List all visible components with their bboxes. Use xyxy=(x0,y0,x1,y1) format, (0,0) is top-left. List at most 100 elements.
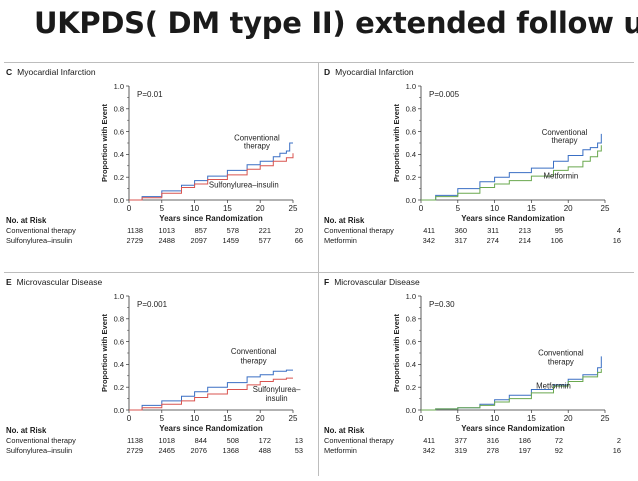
risk-table-header: No. at Risk xyxy=(6,426,47,435)
km-chart-f: 0.0 0.2 0.4 0.6 0.8 1.0 0 5 10 15 20 25 Years since … xyxy=(392,292,610,433)
risk-value: 508 xyxy=(226,436,239,445)
risk-value: 1138 xyxy=(127,226,143,235)
y-axis-label: Proportion with Event xyxy=(392,314,401,392)
y-tick-label: 0.4 xyxy=(406,150,416,159)
risk-value: 411 xyxy=(423,436,435,445)
panel-letter: E xyxy=(6,277,12,287)
y-tick-label: 0.6 xyxy=(114,337,124,346)
risk-value: 1138 xyxy=(127,436,143,445)
series-line xyxy=(129,142,293,201)
km-chart-d: 0.0 0.2 0.4 0.6 0.8 1.0 0 5 10 15 20 25 Years since … xyxy=(392,82,610,223)
x-tick-label: 0 xyxy=(127,204,132,213)
risk-value: 2 xyxy=(616,436,621,445)
y-tick-label: 0.8 xyxy=(114,105,124,114)
km-chart-e: 0.0 0.2 0.4 0.6 0.8 1.0 0 5 10 15 20 25 Years since … xyxy=(100,292,301,433)
risk-value: 342 xyxy=(422,236,435,245)
risk-value: 1459 xyxy=(222,236,239,245)
top-divider xyxy=(4,62,634,63)
risk-row-label: Metformin xyxy=(324,236,357,245)
y-tick-label: 1.0 xyxy=(114,82,124,91)
risk-row-label: Conventional therapy xyxy=(324,226,394,235)
risk-value: 186 xyxy=(518,436,531,445)
panel-letter: F xyxy=(324,277,330,287)
x-tick-label: 5 xyxy=(160,204,165,213)
risk-value: 2076 xyxy=(190,446,207,455)
panel-e: E Microvascular Disease 0.0 0.2 0.4 0.6 0.8 1.… xyxy=(4,276,316,481)
x-axis-label: Years since Randomization xyxy=(461,424,565,433)
x-tick-label: 5 xyxy=(456,204,461,213)
risk-value: 578 xyxy=(226,226,239,235)
risk-value: 2465 xyxy=(158,446,175,455)
panel-title: E Microvascular Disease xyxy=(6,277,102,287)
y-tick-label: 0.8 xyxy=(406,105,416,114)
y-tick-label: 0.4 xyxy=(114,150,124,159)
risk-value: 1368 xyxy=(222,446,239,455)
x-axis-label: Years since Randomization xyxy=(461,214,565,223)
risk-value: 4 xyxy=(616,226,621,235)
y-tick-label: 0.0 xyxy=(406,406,416,415)
series-annotation: Conventional xyxy=(234,134,280,143)
risk-table-header: No. at Risk xyxy=(6,216,47,225)
y-tick-label: 0.0 xyxy=(406,196,416,205)
x-tick-label: 25 xyxy=(601,204,610,213)
y-tick-label: 0.6 xyxy=(114,127,124,136)
risk-row: Sulfonylurea–insulin 2729 2465 2076 1368… xyxy=(6,446,314,456)
panel-title-text: Microvascular Disease xyxy=(16,277,103,287)
y-tick-label: 0.4 xyxy=(114,360,124,369)
x-tick-label: 10 xyxy=(490,414,499,423)
panel-letter: C xyxy=(6,67,13,77)
series-line xyxy=(421,369,602,411)
y-tick-label: 0.0 xyxy=(114,196,124,205)
panel-letter: D xyxy=(324,67,331,77)
risk-value: 2488 xyxy=(158,236,175,245)
panel-title: F Microvascular Disease xyxy=(324,277,420,287)
x-tick-label: 20 xyxy=(256,414,265,423)
series-annotation: therapy xyxy=(241,356,267,365)
y-tick-label: 0.2 xyxy=(114,383,124,392)
y-tick-label: 1.0 xyxy=(114,292,124,301)
risk-table-d: No. at Risk Conventional therapy 411 360… xyxy=(324,216,632,246)
x-tick-label: 25 xyxy=(601,414,610,423)
y-tick-label: 0.2 xyxy=(114,173,124,182)
x-tick-label: 15 xyxy=(223,414,232,423)
series-line xyxy=(129,153,294,201)
risk-value: 16 xyxy=(612,446,621,455)
risk-value: 2097 xyxy=(190,236,207,245)
series-annotation: therapy xyxy=(552,136,578,145)
x-tick-label: 0 xyxy=(127,414,132,423)
y-tick-label: 0.2 xyxy=(406,383,416,392)
series-annotation: Metformin xyxy=(536,381,571,390)
series-annotation: therapy xyxy=(548,357,574,366)
risk-row-label: Sulfonylurea–insulin xyxy=(6,446,73,455)
x-tick-label: 10 xyxy=(190,204,199,213)
series-annotation: Conventional xyxy=(231,347,277,356)
risk-value: 377 xyxy=(454,436,467,445)
y-tick-label: 0.6 xyxy=(406,337,416,346)
x-tick-label: 25 xyxy=(289,204,298,213)
series-annotation: Sulfonylurea– xyxy=(253,385,301,394)
risk-row: Metformin 342 319 278 197 92 16 xyxy=(324,446,632,456)
risk-value: 311 xyxy=(487,226,499,235)
risk-row-label: Conventional therapy xyxy=(6,436,76,445)
y-axis-label: Proportion with Event xyxy=(392,104,401,182)
y-tick-label: 0.8 xyxy=(406,315,416,324)
series-annotation: Sulfonylurea–insulin xyxy=(209,180,279,189)
risk-row-label: Conventional therapy xyxy=(6,226,76,235)
risk-value: 16 xyxy=(612,236,621,245)
risk-value: 172 xyxy=(258,436,271,445)
risk-value: 1013 xyxy=(158,226,175,235)
risk-row-label: Sulfonylurea–insulin xyxy=(6,236,73,245)
risk-table-header: No. at Risk xyxy=(324,216,365,225)
slide-title: UKPDS( DM type II) extended follow up xyxy=(34,6,638,40)
middle-divider xyxy=(4,272,634,273)
p-value-label: P=0.001 xyxy=(137,300,168,309)
risk-value: 316 xyxy=(486,436,499,445)
risk-row-label: Conventional therapy xyxy=(324,436,394,445)
series-line xyxy=(129,369,293,411)
panel-title-text: Myocardial Infarction xyxy=(335,67,414,77)
series-annotation: Conventional xyxy=(538,348,584,357)
y-tick-label: 1.0 xyxy=(406,82,416,91)
risk-value: 411 xyxy=(423,226,435,235)
series-annotation: therapy xyxy=(244,142,270,151)
series-annotation: insulin xyxy=(266,394,288,403)
